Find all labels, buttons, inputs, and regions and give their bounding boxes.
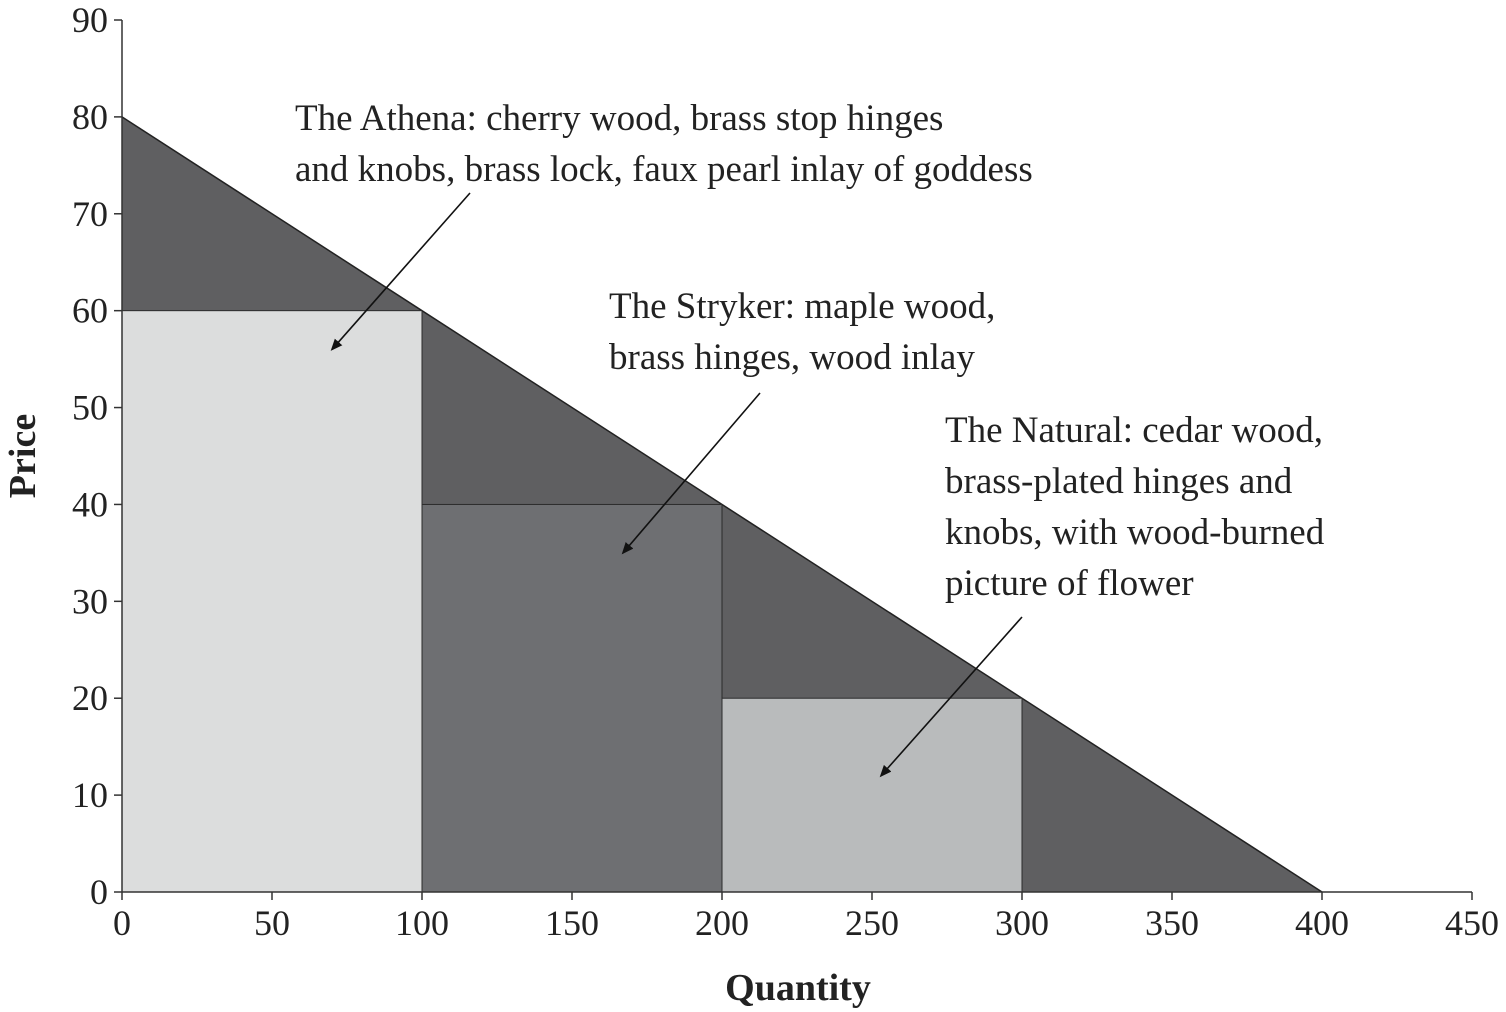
annotation-line: brass-plated hinges and bbox=[945, 461, 1293, 502]
x-tick-label: 150 bbox=[545, 903, 599, 943]
y-tick-label: 20 bbox=[72, 678, 108, 718]
price-blocks bbox=[121, 310, 1023, 893]
x-tick-label: 350 bbox=[1145, 903, 1199, 943]
price-block-2 bbox=[421, 503, 723, 893]
x-tick-label: 250 bbox=[845, 903, 899, 943]
annotation-line: The Athena: cherry wood, brass stop hing… bbox=[295, 98, 943, 139]
y-tick-label: 0 bbox=[90, 872, 108, 912]
price-block-1 bbox=[121, 310, 423, 893]
y-tick-label: 90 bbox=[72, 0, 108, 40]
y-tick-label: 60 bbox=[72, 291, 108, 331]
annotation-line: knobs, with wood-burned bbox=[945, 512, 1325, 553]
x-tick-label: 50 bbox=[254, 903, 290, 943]
annotation-text-3: The Natural: cedar wood, brass-plated hin… bbox=[945, 410, 1325, 604]
y-axis-title: Price bbox=[2, 414, 44, 498]
annotation-arrow-2 bbox=[621, 392, 761, 555]
x-tick-label: 0 bbox=[113, 903, 131, 943]
y-tick-label: 30 bbox=[72, 581, 108, 621]
x-tick-label: 450 bbox=[1445, 903, 1499, 943]
axes: 0 10 20 30 40 50 60 70 80 90 0 50 100 150 200 250 300 350… bbox=[72, 0, 1499, 943]
y-tick-label: 70 bbox=[72, 194, 108, 234]
annotation-arrow-1 bbox=[330, 192, 471, 351]
y-tick-label: 10 bbox=[72, 775, 108, 815]
annotation-line: and knobs, brass lock, faux pearl inlay … bbox=[295, 149, 1033, 190]
y-tick-label: 50 bbox=[72, 388, 108, 428]
y-tick-label: 40 bbox=[72, 484, 108, 524]
annotation-line: The Stryker: maple wood, bbox=[609, 286, 995, 327]
annotation-line: picture of flower bbox=[945, 563, 1194, 604]
x-tick-label: 100 bbox=[395, 903, 449, 943]
annotation-text-1: The Athena: cherry wood, brass stop hing… bbox=[295, 98, 1033, 190]
annotation-line: The Natural: cedar wood, bbox=[945, 410, 1323, 451]
annotation-arrow-3 bbox=[879, 616, 1023, 778]
annotations: The Athena: cherry wood, brass stop hing… bbox=[295, 98, 1325, 778]
y-tick-label: 80 bbox=[72, 97, 108, 137]
annotation-text-2: The Stryker: maple wood, brass hinges, wo… bbox=[609, 286, 995, 378]
annotation-line: brass hinges, wood inlay bbox=[609, 337, 975, 378]
x-tick-label: 200 bbox=[695, 903, 749, 943]
x-tick-label: 400 bbox=[1295, 903, 1349, 943]
x-axis-title: Quantity bbox=[725, 967, 871, 1009]
x-tick-label: 300 bbox=[995, 903, 1049, 943]
price-block-3 bbox=[721, 697, 1023, 893]
